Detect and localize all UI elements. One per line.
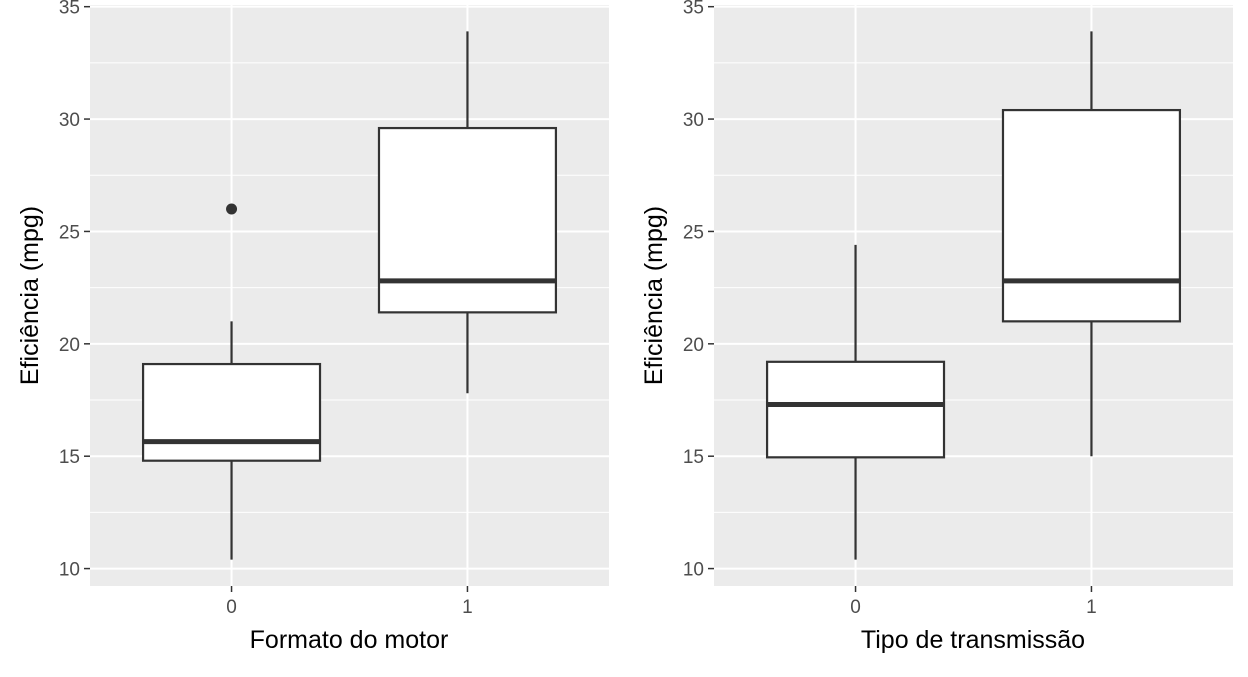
box-1: [377, 31, 558, 394]
x-tick-label: 0: [850, 597, 861, 618]
outlier-point: [226, 203, 238, 215]
box-0: [141, 203, 322, 560]
box-1: [1001, 31, 1182, 457]
x-axis-title: Tipo de transmissão: [861, 626, 1085, 654]
box-body: [377, 126, 558, 314]
x-tick-label: 1: [1086, 597, 1097, 618]
y-tick-label: 35: [683, 0, 704, 19]
y-tick-label: 15: [683, 447, 704, 468]
y-tick-label: 30: [683, 110, 704, 131]
x-axis-title: Formato do motor: [250, 626, 449, 654]
x-tick-label: 1: [462, 597, 473, 618]
y-tick-label: 25: [59, 222, 80, 243]
y-axis-title: Eficiência (mpg): [16, 206, 44, 385]
y-axis-title: Eficiência (mpg): [640, 206, 668, 385]
box-0: [765, 244, 946, 560]
box-body: [141, 362, 322, 462]
y-tick-label: 15: [59, 447, 80, 468]
y-tick-label: 35: [59, 0, 80, 19]
box-body: [765, 360, 946, 459]
x-tick-label: 0: [226, 597, 237, 618]
y-tick-label: 30: [59, 110, 80, 131]
box-body: [1001, 108, 1182, 323]
chart-panel-0: 10 15 20 25 30 35 0 1 Formato do motor Eficiência…: [16, 0, 609, 654]
y-tick-label: 20: [683, 335, 704, 356]
y-tick-label: 10: [683, 560, 704, 581]
y-tick-label: 20: [59, 335, 80, 356]
y-tick-label: 25: [683, 222, 704, 243]
y-tick-label: 10: [59, 560, 80, 581]
